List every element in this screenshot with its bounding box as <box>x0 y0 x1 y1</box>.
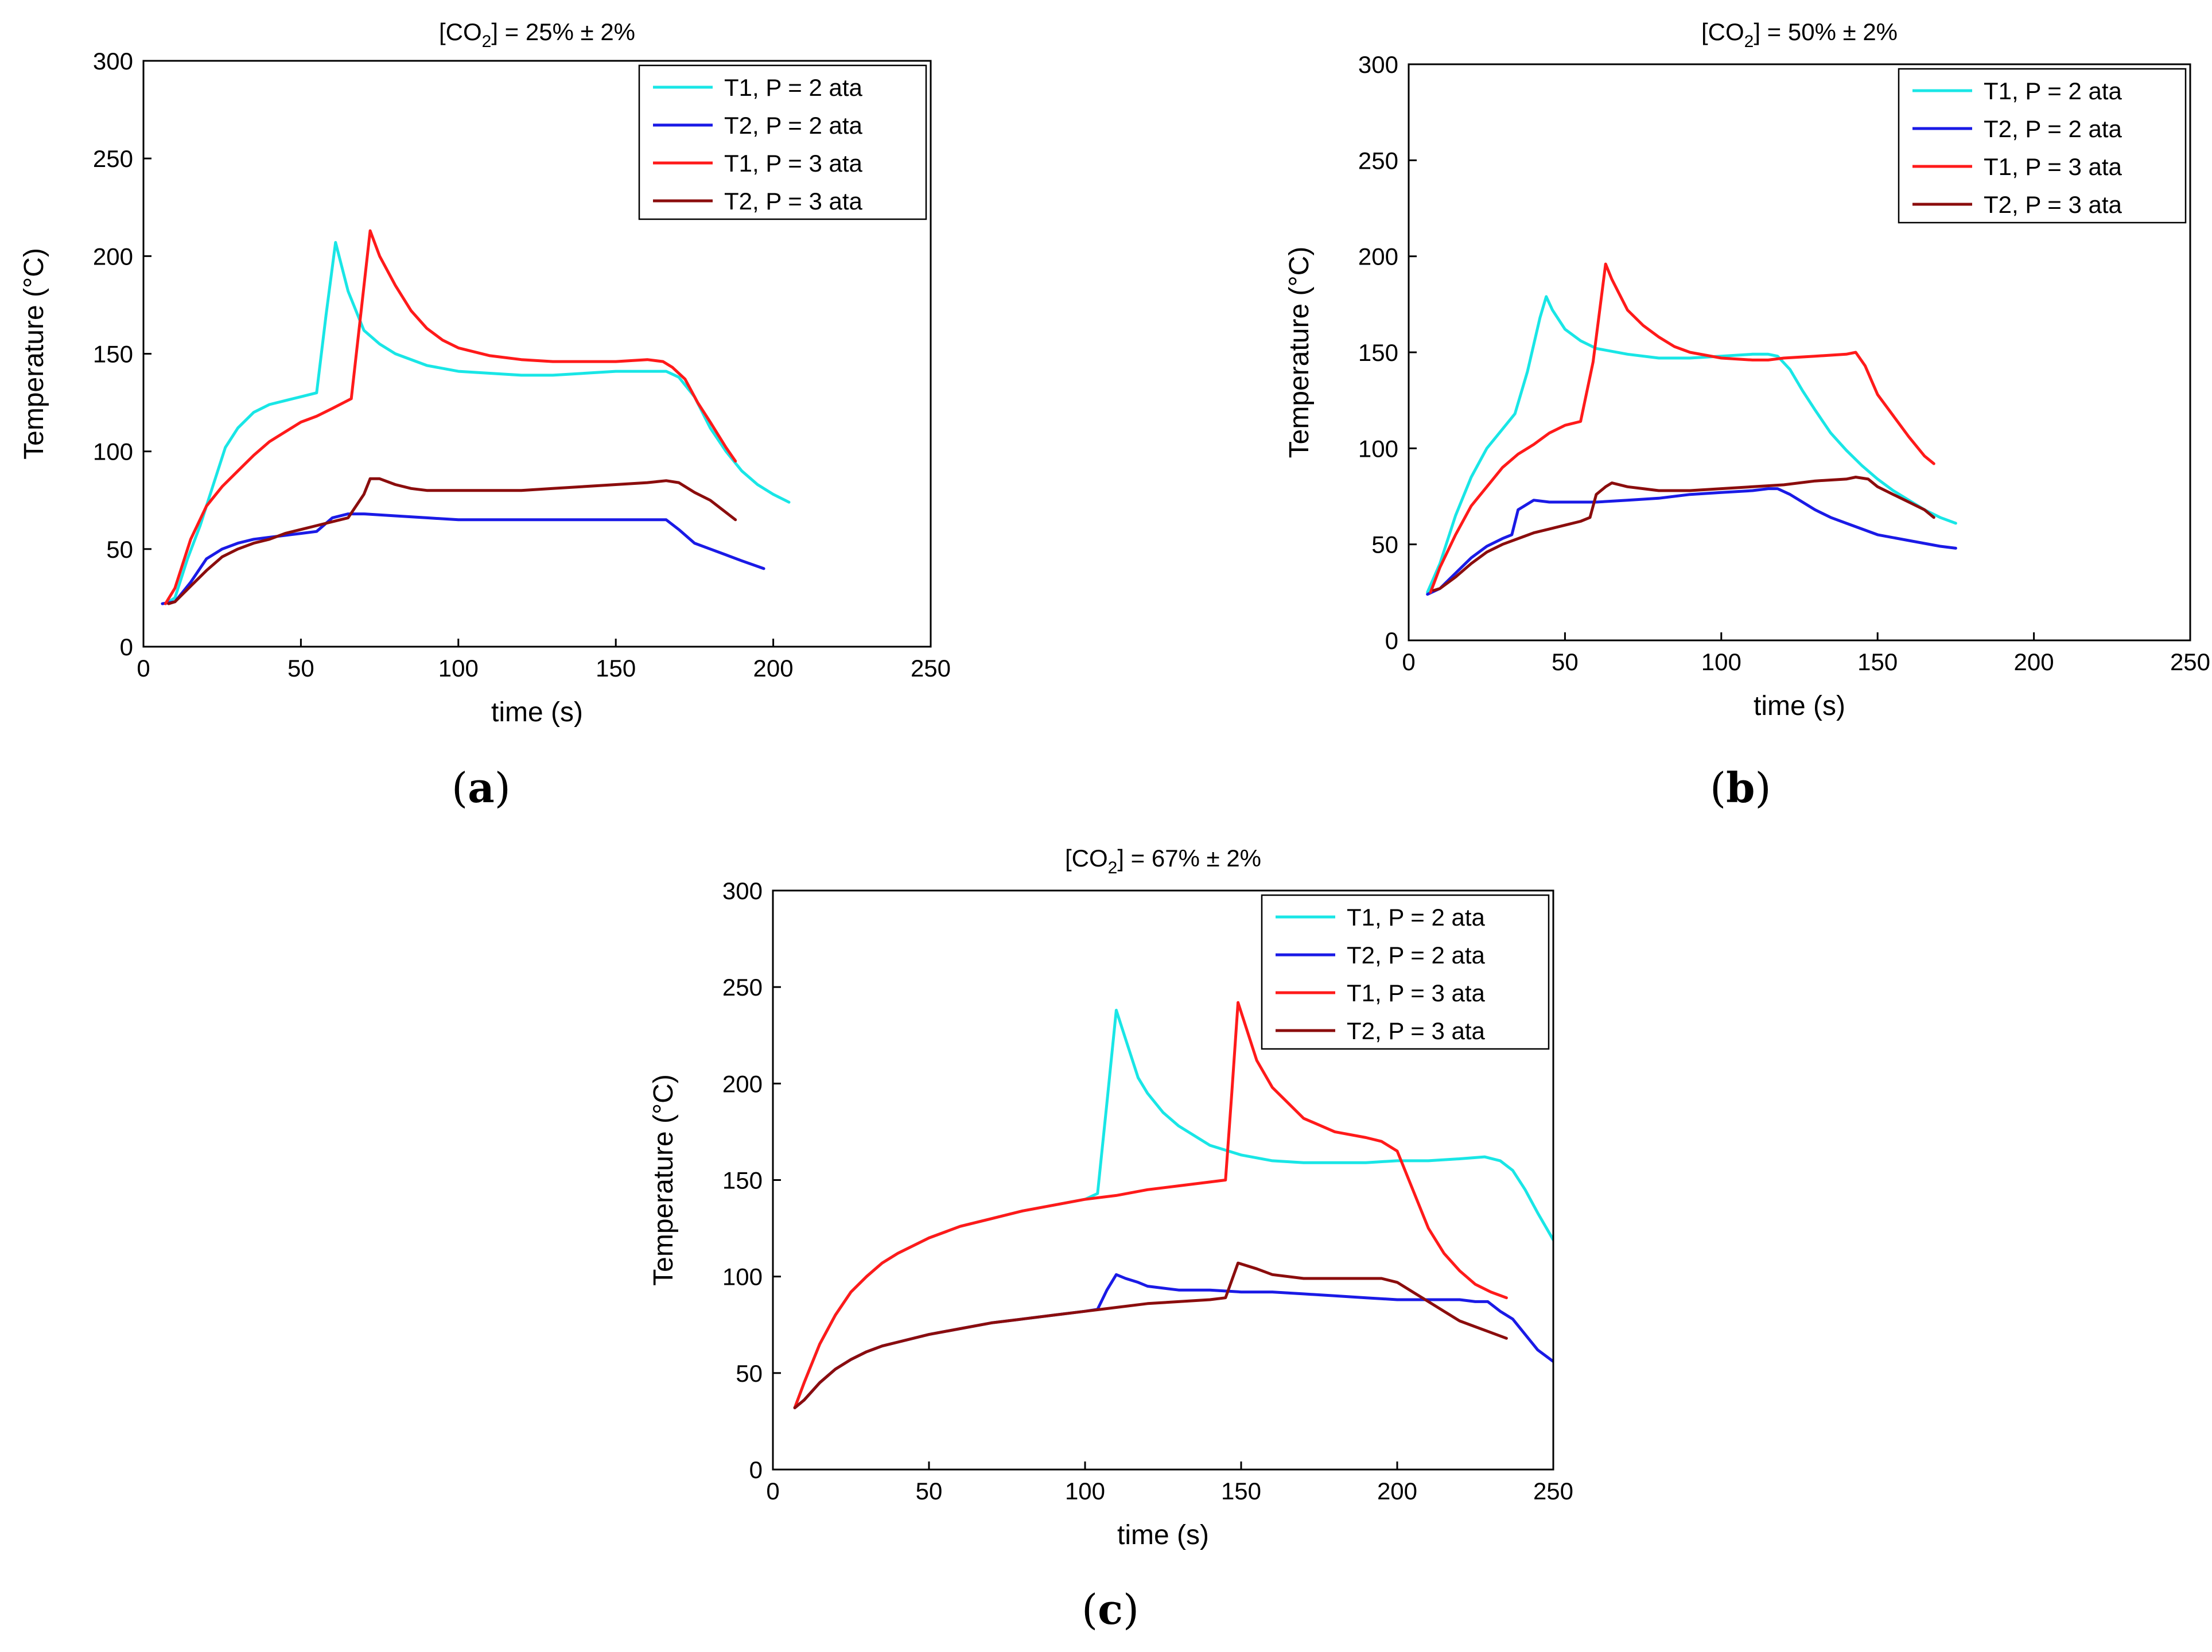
legend-label-3: T1, P = 3 ata <box>1347 979 1486 1006</box>
y-tick-label: 300 <box>1358 51 1398 78</box>
x-tick-label: 100 <box>1701 648 1741 675</box>
chart-title: [CO2] = 25% ± 2% <box>439 18 635 51</box>
x-tick-label: 100 <box>1065 1478 1105 1505</box>
series-line-4 <box>1432 476 1935 592</box>
legend-label-3: T1, P = 3 ata <box>724 150 863 177</box>
chart-c: [CO2] = 67% ± 2% 0 50 100 150 200 250 0 50 100 150… <box>648 845 1573 1550</box>
y-tick-label: 200 <box>722 1070 763 1097</box>
legend-label-1: T1, P = 2 ata <box>1347 904 1486 931</box>
panel-label-b: (b) <box>1710 763 1771 812</box>
x-axis-label: time (s) <box>1754 691 1845 721</box>
x-tick-label: 50 <box>287 655 314 682</box>
legend-label-1: T1, P = 2 ata <box>1984 77 2122 104</box>
y-tick-label: 250 <box>93 145 133 172</box>
legend-box <box>638 64 927 220</box>
x-tick-label: 200 <box>1377 1478 1417 1505</box>
x-tick-label: 150 <box>1857 648 1898 675</box>
chart-title-prefix: [CO <box>1701 18 1744 45</box>
x-tick-label: 200 <box>2014 648 2054 675</box>
chart-title-subscript: 2 <box>1744 32 1754 51</box>
x-tick-label: 0 <box>137 655 150 682</box>
chart-title-prefix: [CO <box>1065 845 1108 872</box>
legend-box <box>1898 68 2187 224</box>
y-tick-label: 100 <box>722 1264 763 1290</box>
y-tick-label: 0 <box>749 1456 763 1483</box>
series-line-2 <box>161 512 765 605</box>
y-tick-label: 50 <box>1371 531 1398 558</box>
legend-label-2: T2, P = 2 ata <box>1347 942 1486 969</box>
legend-label-4: T2, P = 3 ata <box>1984 191 2122 218</box>
y-axis-label: Temperature (°C) <box>1284 247 1315 458</box>
series-line-3 <box>1429 262 1935 594</box>
x-axis-label: time (s) <box>1117 1520 1209 1550</box>
chart-a: [CO2] = 25% ± 2% 0 50 100 150 200 250 0 50 100 150… <box>19 18 951 728</box>
legend-label-4: T2, P = 3 ata <box>1347 1017 1486 1044</box>
y-tick-label: 150 <box>93 341 133 368</box>
y-tick-label: 300 <box>93 48 133 75</box>
legend: T1, P = 2 ata T2, P = 2 ata T1, P = 3 ata T… <box>638 64 927 220</box>
x-tick-label: 0 <box>766 1478 779 1505</box>
y-tick-label: 250 <box>1358 147 1398 174</box>
y-tick-label: 200 <box>93 243 133 270</box>
series-line-3 <box>793 1001 1508 1409</box>
chart-title-subscript: 2 <box>1108 858 1118 877</box>
legend-label-2: T2, P = 2 ata <box>724 112 863 139</box>
y-tick-label: 0 <box>1385 627 1398 654</box>
panel-label-c: (c) <box>1082 1585 1140 1634</box>
x-tick-label: 150 <box>1221 1478 1261 1505</box>
x-tick-label: 50 <box>916 1478 943 1505</box>
series-line-1 <box>1426 295 1957 594</box>
y-tick-label: 250 <box>722 974 763 1001</box>
y-tick-label: 100 <box>1358 435 1398 462</box>
series-line-2 <box>1426 487 1957 596</box>
y-tick-label: 50 <box>106 536 133 563</box>
series-line-3 <box>164 229 737 605</box>
y-axis-label: Temperature (°C) <box>648 1074 679 1286</box>
legend: T1, P = 2 ata T2, P = 2 ata T1, P = 3 ata T… <box>1898 68 2187 224</box>
panel-label-a: (a) <box>452 763 511 812</box>
chart-title: [CO2] = 67% ± 2% <box>1065 845 1261 877</box>
x-tick-label: 150 <box>596 655 636 682</box>
legend-box <box>1261 894 1550 1050</box>
series-line-2 <box>793 1273 1553 1409</box>
x-tick-label: 0 <box>1402 648 1415 675</box>
series-line-1 <box>793 1009 1553 1409</box>
legend-label-1: T1, P = 2 ata <box>724 74 863 101</box>
y-tick-label: 200 <box>1358 243 1398 270</box>
x-tick-label: 100 <box>438 655 479 682</box>
legend-label-2: T2, P = 2 ata <box>1984 115 2122 142</box>
x-tick-label: 250 <box>1533 1478 1573 1505</box>
x-tick-label: 250 <box>2170 648 2210 675</box>
chart-title-prefix: [CO <box>439 18 482 45</box>
chart-title-suffix: ] = 67% ± 2% <box>1117 845 1261 872</box>
y-tick-label: 150 <box>722 1167 763 1194</box>
legend-label-4: T2, P = 3 ata <box>724 188 863 215</box>
legend-label-3: T1, P = 3 ata <box>1984 153 2122 180</box>
series-line-4 <box>793 1261 1508 1409</box>
series-line-1 <box>164 241 791 605</box>
chart-title: [CO2] = 50% ± 2% <box>1701 18 1898 51</box>
y-tick-label: 50 <box>736 1360 763 1387</box>
series-line-4 <box>167 477 737 605</box>
x-axis-label: time (s) <box>491 697 583 728</box>
y-tick-label: 100 <box>93 438 133 465</box>
chart-title-suffix: ] = 50% ± 2% <box>1754 18 1898 45</box>
y-tick-label: 150 <box>1358 339 1398 366</box>
y-tick-label: 300 <box>722 877 763 904</box>
x-tick-label: 200 <box>753 655 794 682</box>
legend: T1, P = 2 ata T2, P = 2 ata T1, P = 3 ata T… <box>1261 894 1550 1050</box>
y-axis-label: Temperature (°C) <box>19 248 49 460</box>
y-tick-label: 0 <box>120 633 133 660</box>
chart-title-suffix: ] = 25% ± 2% <box>491 18 635 45</box>
x-tick-label: 50 <box>1552 648 1579 675</box>
chart-title-subscript: 2 <box>482 32 492 51</box>
chart-b: [CO2] = 50% ± 2% 0 50 100 150 200 250 0 50 100 150… <box>1284 18 2210 721</box>
x-tick-label: 250 <box>911 655 951 682</box>
